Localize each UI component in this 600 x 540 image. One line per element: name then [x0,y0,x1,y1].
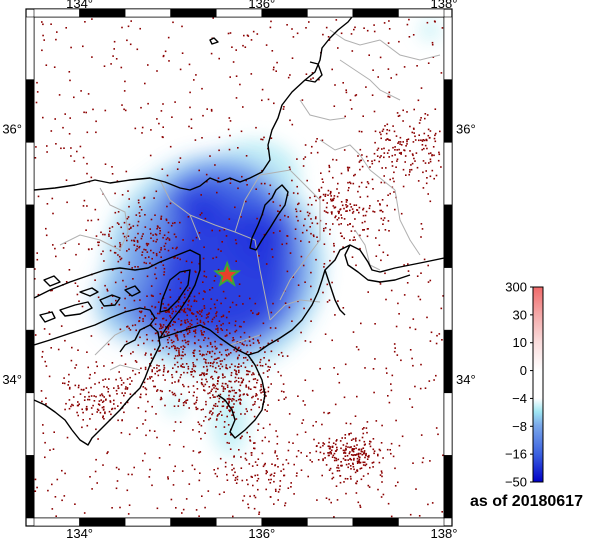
colorbar-label: 300 [505,280,527,295]
prefecture-boundaries [59,29,441,371]
coastlines [34,17,444,446]
x-tick-label-bottom: 134° [66,526,93,540]
colorbar-label: 0 [520,363,527,378]
date-label: as of 20180617 [470,493,583,510]
map-area [34,17,444,518]
axis-tick-labels: 134° 134° 136° 136° 138° 138° 34° 34° 36° 36° [2,0,475,540]
colorbar: 300 30 10 0 −4 −8 −16 −50 [505,280,544,490]
y-tick-label-left: 36° [2,122,22,137]
seismicity-points [34,17,444,518]
colorbar-scale [532,286,544,483]
y-tick-label-left: 34° [2,372,22,387]
epicenter-star-icon [213,260,242,287]
colorbar-label: 30 [513,307,527,322]
colorbar-label: −4 [512,391,527,406]
colorbar-label: −16 [505,447,527,462]
colorbar-label: −8 [512,419,527,434]
map-frame [25,8,453,527]
y-tick-label-right: 36° [456,122,476,137]
x-tick-label-bottom: 138° [431,526,458,540]
x-tick-label-bottom: 136° [248,526,275,540]
y-tick-label-right: 34° [456,372,476,387]
colorbar-label: −50 [505,475,527,490]
x-tick-label-top: 138° [431,0,458,11]
x-tick-label-top: 134° [66,0,93,11]
colorbar-label: 10 [513,335,527,350]
x-tick-label-top: 136° [248,0,275,11]
